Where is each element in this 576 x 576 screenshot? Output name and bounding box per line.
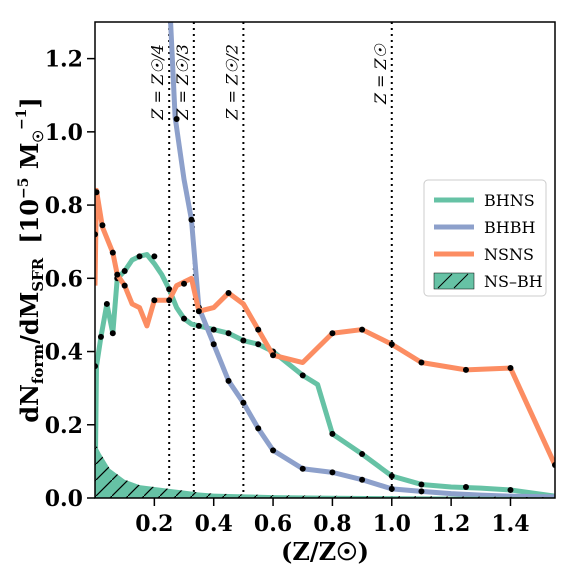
data-point (151, 297, 158, 304)
data-point (359, 326, 366, 333)
data-point (240, 399, 247, 406)
data-point (97, 333, 104, 340)
y-label-units-sub: ☉ (31, 130, 47, 143)
y-label-units-pre: [10 (15, 199, 44, 244)
data-point (151, 253, 158, 260)
data-point (195, 322, 202, 329)
data-point (299, 465, 306, 472)
reference-line-label: Z = Z☉/3 (173, 44, 192, 121)
data-point (418, 488, 425, 495)
data-point (166, 286, 173, 293)
legend-box (423, 179, 547, 297)
reference-line-label: Z = Z☉/2 (222, 44, 241, 121)
x-tick-label: 1.2 (432, 511, 470, 537)
data-point (329, 469, 336, 476)
data-point (418, 359, 425, 366)
data-point (255, 425, 262, 432)
y-label-units-close: ] (15, 97, 44, 108)
data-point (181, 280, 188, 287)
data-point (225, 289, 232, 296)
y-tick-label: 1.0 (45, 120, 83, 146)
legend-label: BHNS (484, 191, 535, 210)
legend-hatch-mark (437, 273, 453, 289)
legend-label: NS–BH (484, 272, 543, 291)
data-point (173, 116, 180, 123)
data-point (195, 308, 202, 315)
x-tick-label: 0.6 (254, 511, 292, 537)
x-axis-label: (Z/Z☉) (281, 537, 369, 566)
y-label-sub-sfr: SFR (29, 257, 47, 291)
data-point (299, 372, 306, 379)
y-tick-label: 0.6 (45, 266, 83, 292)
x-tick-label: 1.4 (491, 511, 529, 537)
x-tick-label: 0.4 (195, 511, 233, 537)
svg-text:dNform/dMSFR[10−5 M☉−1]: dNform/dMSFR [10−5 M☉−1] (14, 97, 47, 423)
data-point (121, 282, 128, 289)
legend-label: NSNS (484, 245, 534, 264)
data-point (270, 447, 277, 454)
y-label-main: dN (15, 384, 44, 423)
data-point (255, 326, 262, 333)
series-hatch-ns-bh (95, 443, 555, 498)
data-point (109, 249, 116, 256)
data-point (418, 481, 425, 488)
y-label-units-exp: −5 (16, 178, 32, 199)
series-line-nsns (95, 187, 555, 467)
legend: BHNS BHBH NSNS NS–BH (423, 179, 547, 297)
data-point (359, 451, 366, 458)
data-point (109, 330, 116, 337)
reference-line-label: Z = Z☉ (371, 43, 390, 105)
data-point (270, 352, 277, 359)
data-point (388, 341, 395, 348)
data-point (462, 484, 469, 491)
y-label-units-exp2: −1 (14, 109, 30, 130)
data-point (95, 189, 100, 196)
data-point (210, 341, 217, 348)
data-point (507, 486, 514, 493)
data-point (181, 315, 188, 322)
data-point (114, 271, 121, 278)
y-tick-label: 0.0 (45, 486, 83, 512)
axes: 0.2 0.4 0.6 0.8 1.0 1.2 1.4 0.0 0.2 0.4 0.6 0.8 1.0 1… (45, 47, 530, 537)
y-axis-label: dNform/dMSFR [10−5 M☉−1] (14, 97, 47, 423)
plot-frame (94, 21, 556, 499)
y-label-mid: /dM (15, 292, 44, 344)
data-point (388, 485, 395, 492)
legend-swatch-ns-bh (433, 272, 475, 290)
data-point (136, 253, 143, 260)
data-point (329, 430, 336, 437)
data-point (329, 330, 336, 337)
y-label-sub-form: form (29, 344, 47, 384)
x-tick-label: 0.2 (135, 511, 173, 537)
data-point (462, 366, 469, 373)
data-point (359, 476, 366, 483)
data-point (507, 365, 514, 372)
legend-label: BHBH (484, 218, 535, 237)
reference-line-label: Z = Z☉/4 (148, 44, 167, 121)
y-tick-label: 0.4 (45, 340, 83, 366)
data-point (225, 377, 232, 384)
data-point (99, 222, 106, 229)
data-point (225, 330, 232, 337)
data-point (188, 216, 195, 223)
x-tick-label: 0.8 (313, 511, 351, 537)
y-tick-label: 0.2 (45, 413, 83, 439)
series-layer (95, 22, 555, 498)
reference-lines (168, 22, 393, 498)
data-point (121, 267, 128, 274)
data-point (255, 341, 262, 348)
x-tick-label: 1.0 (373, 511, 411, 537)
y-label-units-post: M (15, 143, 44, 178)
y-tick-label: 1.2 (45, 47, 83, 73)
data-point (166, 297, 173, 304)
y-tick-label: 0.8 (45, 193, 83, 219)
legend-hatch-mark (453, 273, 469, 289)
data-point (210, 326, 217, 333)
data-point (240, 337, 247, 344)
data-point (388, 473, 395, 480)
data-point (103, 300, 110, 307)
reference-line-labels: Z = Z☉/4 Z = Z☉/3 Z = Z☉/2 Z = Z☉ (148, 43, 390, 120)
